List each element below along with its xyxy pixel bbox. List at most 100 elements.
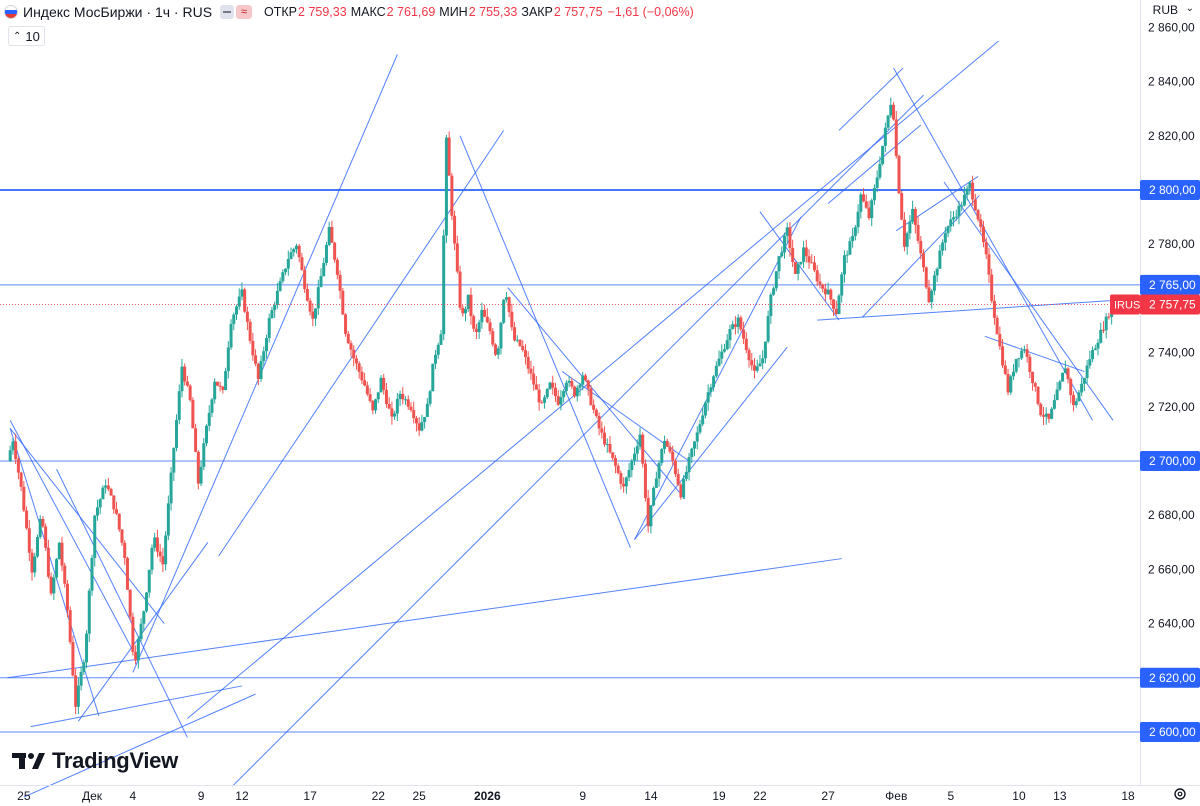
candle-body [275, 290, 279, 305]
trendline[interactable] [838, 67, 904, 131]
level-price-badge[interactable] [1140, 180, 1200, 200]
candle-body [603, 432, 607, 445]
time-tick-label: 10 [1012, 789, 1026, 803]
candle-body [793, 261, 797, 274]
candle-body [777, 256, 781, 272]
equals-icon[interactable] [220, 5, 235, 19]
candle-body [567, 380, 571, 383]
indicator-count: 10 [25, 28, 40, 44]
trendline[interactable] [7, 558, 842, 679]
candle-body [254, 355, 258, 364]
candle-body [450, 175, 454, 216]
currency-selector[interactable]: RUB [1152, 3, 1178, 17]
candle-body [404, 399, 408, 401]
candle-body [357, 363, 361, 372]
candle-body [57, 542, 61, 560]
level-price-badge[interactable] [1140, 722, 1200, 742]
candle-body [464, 309, 468, 314]
candle-body [919, 240, 923, 254]
trendline[interactable] [893, 67, 1093, 421]
trendline[interactable] [984, 335, 1085, 373]
candle-body [414, 418, 418, 424]
candle-body [68, 610, 72, 643]
tradingview-logo[interactable]: TradingView [12, 748, 178, 774]
candle-body [188, 385, 192, 400]
candle-body [922, 253, 926, 268]
candle-body [537, 389, 541, 403]
trendline[interactable] [9, 428, 165, 624]
candle-body [638, 434, 642, 447]
level-price-badge[interactable] [1140, 667, 1200, 688]
candle-body [439, 334, 443, 345]
chevron-down-icon[interactable]: ⌄ [1185, 3, 1194, 14]
candle-body [902, 219, 906, 247]
trendline[interactable] [507, 287, 686, 500]
trendline[interactable] [218, 130, 505, 557]
level-price-badge[interactable] [1140, 274, 1200, 295]
candle-body [1047, 413, 1051, 419]
candle-body [654, 478, 658, 488]
candle-body [311, 311, 315, 319]
trendline[interactable] [459, 135, 631, 548]
candle-body [82, 662, 86, 672]
trendline[interactable] [23, 693, 256, 798]
candle-body [175, 419, 179, 448]
symbol-badge[interactable] [1110, 294, 1140, 315]
indicators-collapse-button[interactable]: ⌃ 10 [8, 26, 45, 46]
symbol-title[interactable]: Индекс МосБиржи · 1ч · RUS [23, 4, 213, 20]
candle-body [957, 205, 961, 217]
trendline[interactable] [827, 124, 922, 204]
candle-body [488, 322, 492, 332]
settings-gear-icon[interactable] [1172, 786, 1188, 802]
approx-icon[interactable]: ≈ [236, 5, 253, 19]
candle-body [755, 366, 759, 371]
trendline[interactable] [943, 181, 1114, 421]
candle-body [303, 269, 307, 289]
trendline[interactable] [187, 40, 999, 719]
last-price-badge[interactable] [1140, 294, 1200, 315]
candle-body [281, 272, 285, 282]
candle-body [788, 227, 792, 249]
candle-body [365, 385, 369, 395]
candle-body [818, 281, 822, 285]
candle-body [1077, 392, 1081, 402]
candle-body [766, 316, 770, 342]
trendline[interactable] [634, 346, 788, 540]
candle-body [521, 345, 525, 351]
candle-body [624, 477, 628, 487]
candle-body [799, 261, 803, 265]
candle-body [736, 317, 740, 327]
candle-body [297, 245, 301, 258]
candle-body [646, 497, 650, 527]
candle-body [259, 361, 263, 380]
trendline[interactable] [9, 428, 100, 716]
trendline[interactable] [56, 468, 188, 738]
candle-body [16, 459, 20, 473]
trendline[interactable] [132, 54, 398, 673]
candle-body [1088, 359, 1092, 366]
candle-body [472, 316, 476, 329]
trendline[interactable] [634, 216, 802, 540]
trendline[interactable] [30, 685, 243, 728]
candle-body [185, 381, 189, 386]
time-tick-label: 25 [412, 789, 426, 803]
trendline[interactable] [232, 94, 924, 787]
candle-body [1039, 403, 1043, 416]
candle-body [744, 338, 748, 351]
level-price-badge[interactable] [1140, 451, 1200, 471]
trendline[interactable] [9, 420, 134, 651]
candle-body [474, 328, 478, 332]
candle-body [717, 358, 721, 366]
candle-body [19, 472, 23, 487]
time-tick-label: 17 [303, 789, 317, 803]
candle-body [594, 409, 598, 417]
price-tick-label: 2 720,00 [1148, 400, 1195, 414]
trendline[interactable] [77, 542, 209, 722]
candle-body [534, 384, 538, 390]
candle-body [60, 542, 64, 566]
trendline[interactable] [817, 297, 1145, 321]
candle-body [1055, 389, 1059, 401]
candle-body [352, 349, 356, 359]
candle-body [1011, 371, 1015, 377]
